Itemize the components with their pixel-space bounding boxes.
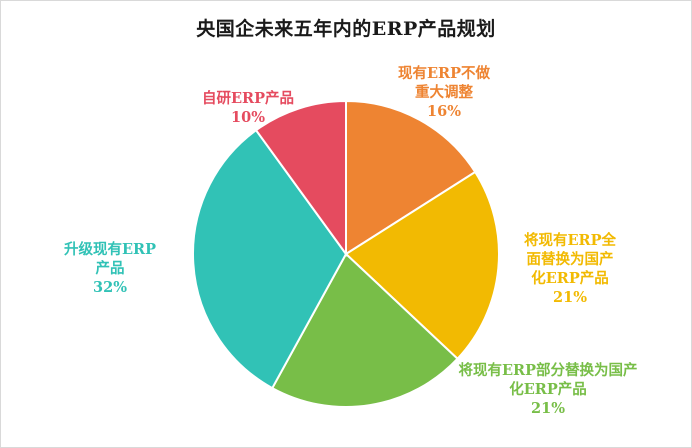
slice-value-label: 32%	[93, 279, 127, 296]
slice-label-1: 现有ERP不做重大调整 16%	[398, 64, 491, 120]
slice-category-label: 现有ERP不做	[398, 64, 491, 82]
slice-category-label: 将现有ERP全	[524, 231, 617, 249]
slice-value-label: 10%	[231, 109, 265, 126]
pie-slice-5	[254, 99, 347, 258]
slice-label-2: 将现有ERP全面替换为国产化ERP产品 21%	[524, 231, 617, 306]
slice-label-5: 自研ERP产品 10%	[202, 89, 294, 126]
slice-category-label: 自研ERP产品	[202, 89, 294, 107]
slice-category-label: 将现有ERP部分替换为国产	[458, 361, 637, 379]
pie-slice-2	[344, 170, 500, 361]
slice-category-label: 面替换为国产	[527, 250, 614, 268]
slice-value-label: 21%	[531, 400, 565, 417]
slice-label-3: 将现有ERP部分替换为国产化ERP产品 21%	[458, 361, 637, 417]
slice-category-label: 化ERP产品	[509, 380, 587, 398]
slice-label-4: 升级现有ERP 产品 32%	[64, 240, 156, 296]
chart-title: 央国企未来五年内的ERP产品规划	[196, 18, 496, 40]
slice-category-label: 升级现有ERP	[64, 240, 156, 258]
slice-category-label: 重大调整	[415, 83, 473, 101]
pie-slice-1	[345, 99, 477, 256]
pie-slice-3	[270, 252, 459, 408]
slice-value-label: 21%	[553, 289, 587, 306]
slice-value-label: 16%	[427, 103, 461, 120]
pie-slice-4	[192, 128, 348, 390]
slice-category-label: 产品	[96, 259, 125, 277]
slice-category-label: 化ERP产品	[531, 269, 609, 287]
